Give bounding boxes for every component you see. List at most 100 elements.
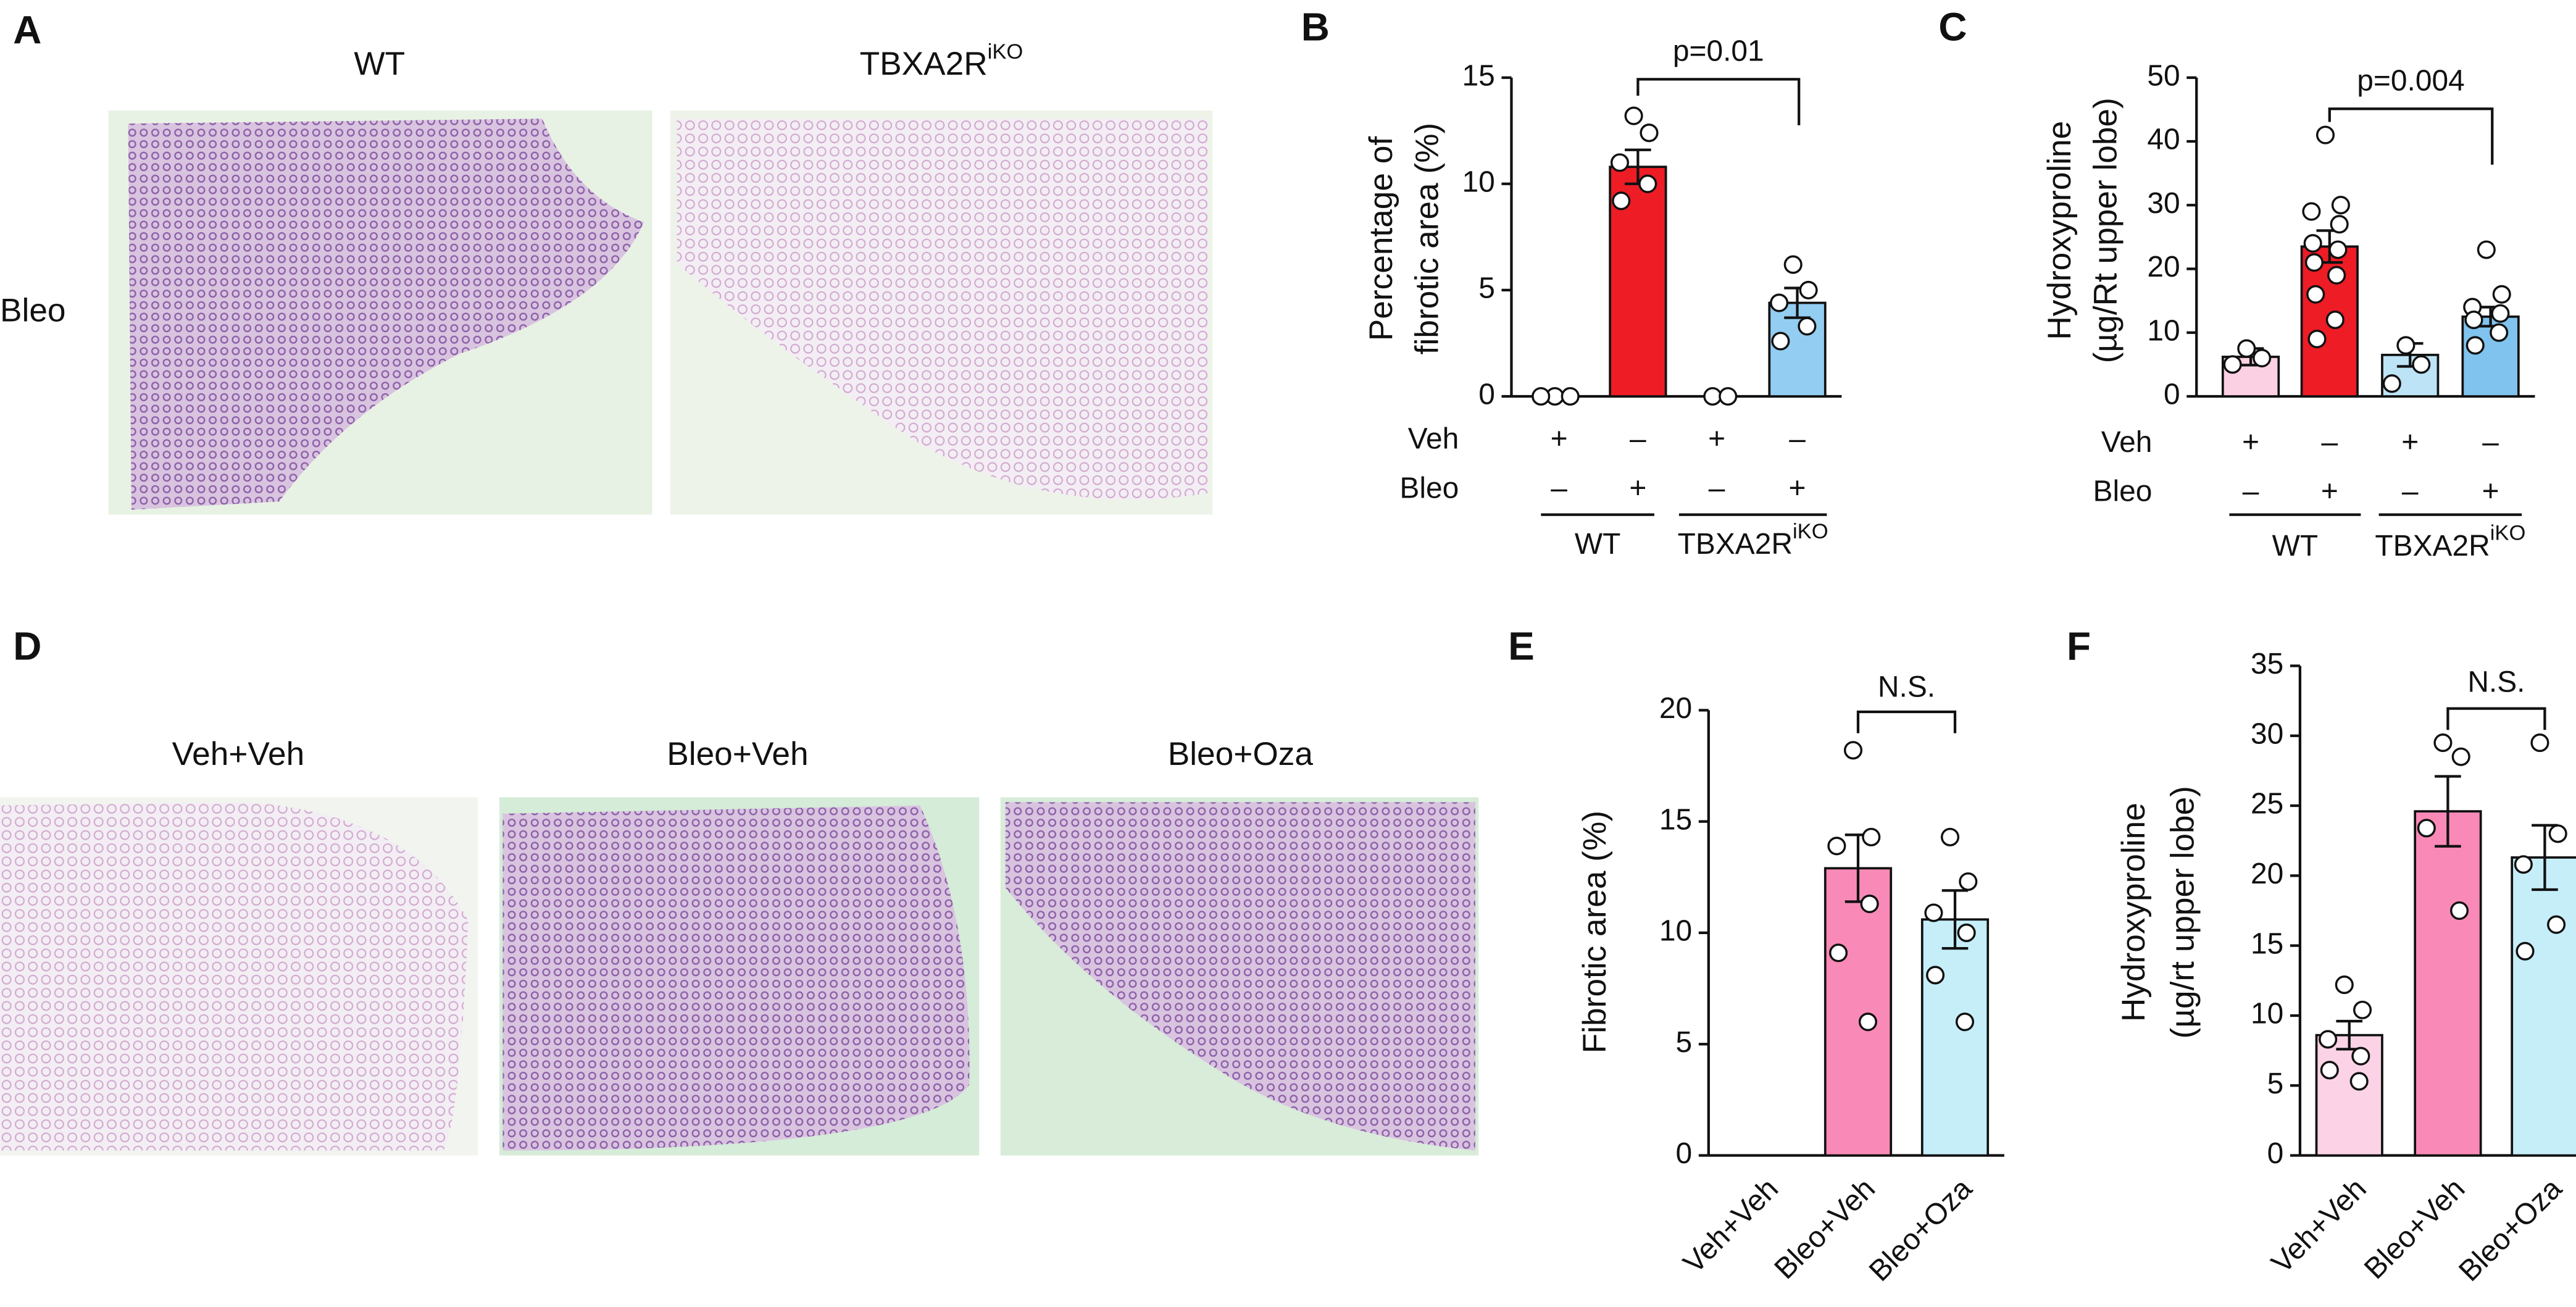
data-point (2547, 915, 2566, 934)
group-label-sup: iKO (1793, 520, 1828, 543)
data-point (1624, 106, 1643, 125)
error-bar (2435, 775, 2461, 848)
data-point (1771, 332, 1790, 351)
group-label: TBXA2RiKO (2375, 522, 2525, 562)
data-point (2466, 336, 2485, 355)
data-point (2320, 1061, 2339, 1080)
bar (1824, 867, 1893, 1157)
treatment-mark: + (1629, 472, 1646, 504)
data-point (2304, 253, 2324, 272)
y-tick-label: 50 (2147, 59, 2180, 92)
panel-letter: F (2067, 624, 2091, 669)
y-tick-label: 20 (2251, 858, 2283, 890)
significance-bracket (1636, 78, 1801, 125)
data-point (2417, 819, 2436, 838)
image-title: Veh+Veh (172, 736, 305, 772)
annotation: p=0.004 (2357, 64, 2464, 97)
data-point (2349, 1072, 2369, 1091)
data-point (2450, 901, 2469, 921)
treatment-mark: – (1551, 472, 1567, 504)
data-point (1843, 741, 1863, 760)
data-point (2330, 215, 2349, 234)
y-tick-label: 10 (1659, 915, 1692, 948)
data-point (1862, 827, 1881, 846)
data-point (1858, 1013, 1877, 1032)
panel-letter: E (1508, 624, 1535, 669)
row-label: Bleo (1399, 472, 1459, 504)
data-point (1924, 903, 1943, 922)
treatment-mark: + (1551, 423, 1568, 456)
treatment-mark: + (2321, 475, 2338, 508)
bar (2414, 810, 2482, 1157)
row-label: Bleo (0, 292, 66, 328)
data-point (2325, 311, 2345, 330)
data-point (2223, 355, 2242, 374)
y-tick-label: 5 (2267, 1067, 2284, 1100)
data-point (2516, 942, 2535, 961)
x-tick-label: Bleo+Veh (1769, 1172, 1882, 1285)
y-tick-label: 10 (1462, 165, 1495, 198)
x-tick-label: Bleo+Veh (2358, 1172, 2471, 1285)
image-title-main: WT (354, 46, 405, 82)
lung-section (677, 119, 1208, 499)
group-label-sup: iKO (2490, 522, 2526, 545)
y-axis-label: (µg/rt upper lobe) (2165, 786, 2201, 1038)
group-label: WT (2272, 529, 2318, 562)
y-axis-label: (µg/Rt upper lobe) (2088, 98, 2124, 363)
data-point (2306, 285, 2325, 304)
group-label-main: TBXA2R (1678, 528, 1793, 561)
row-label: Bleo (2093, 475, 2153, 508)
data-point (1926, 966, 1945, 985)
data-point (2253, 349, 2272, 368)
treatment-mark: + (2242, 426, 2259, 459)
y-tick-label: 10 (2147, 314, 2180, 347)
treatment-mark: – (2482, 426, 2499, 459)
data-point (2382, 374, 2401, 393)
data-point (2433, 733, 2453, 753)
x-tick-label: Bleo+Oza (2453, 1172, 2568, 1287)
y-axis-label: Hydroxyproline (2041, 121, 2078, 340)
data-point (1827, 837, 1846, 856)
data-point (2490, 323, 2509, 342)
annotation: N.S. (1878, 670, 1935, 703)
y-tick-label: 0 (1478, 378, 1495, 411)
treatment-mark: + (2401, 426, 2419, 459)
error-bar (2532, 824, 2558, 892)
y-tick-label: 30 (2251, 717, 2283, 750)
data-point (2514, 855, 2533, 874)
x-tick-label: Veh+Veh (1677, 1172, 1785, 1280)
data-point (2530, 733, 2549, 753)
group-label-main: WT (2272, 529, 2318, 562)
lung-section (128, 119, 644, 510)
treatment-mark: – (2243, 475, 2259, 508)
data-point (2491, 304, 2510, 323)
x-tick-label: Veh+Veh (2265, 1172, 2373, 1280)
significance-bracket (2446, 707, 2546, 730)
group-label: WT (1575, 528, 1620, 561)
y-axis-label: Hydroxyproline (2115, 803, 2152, 1022)
treatment-mark: + (2482, 475, 2499, 508)
annotation: N.S. (2467, 666, 2525, 698)
y-tick-label: 30 (2147, 187, 2180, 220)
image-title: Bleo+Veh (667, 736, 808, 772)
group-label: TBXA2RiKO (1678, 520, 1828, 561)
data-point (2328, 240, 2348, 259)
panel-letter: B (1301, 4, 1330, 49)
treatment-mark: + (1708, 423, 1725, 456)
y-axis-label: Fibrotic area (%) (1577, 811, 1613, 1053)
data-point (2451, 747, 2470, 766)
y-tick-label: 0 (2267, 1137, 2284, 1170)
y-tick-label: 10 (2251, 998, 2283, 1030)
treatment-mark: – (2321, 426, 2338, 459)
data-point (1799, 280, 1818, 299)
y-tick-label: 20 (1659, 692, 1692, 725)
data-point (2335, 975, 2354, 995)
data-point (1955, 1013, 1975, 1032)
data-point (1798, 317, 1817, 336)
bar (1920, 918, 1990, 1157)
image-title-main: TBXA2R (860, 46, 988, 82)
data-point (2412, 355, 2431, 374)
panel-letter: A (13, 8, 41, 52)
